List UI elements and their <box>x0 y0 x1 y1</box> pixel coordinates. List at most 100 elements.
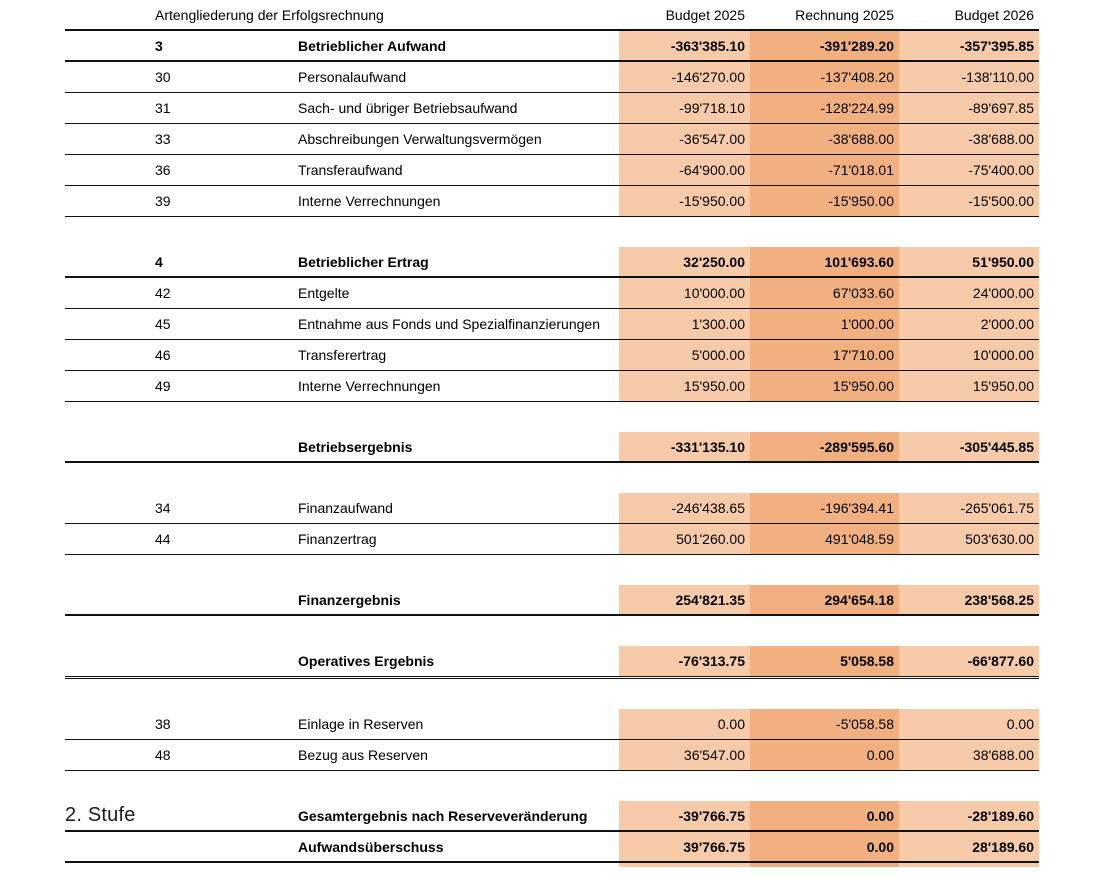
account-code: 36 <box>155 162 171 178</box>
value-cell-budget-2026: 0.00 <box>899 709 1039 739</box>
value-cell-budget-2025: 36'547.00 <box>619 740 750 770</box>
value-cell-rechnung-2025: -15'950.00 <box>750 186 899 216</box>
account-code: 33 <box>155 131 171 147</box>
account-label: Entgelte <box>298 285 350 301</box>
value-cell-rechnung-2025: 1'000.00 <box>750 309 899 339</box>
value-cell-budget-2025: 39'766.75 <box>619 832 750 861</box>
table-section: Gesamtergebnis nach Reserveveränderung -3… <box>65 801 1039 867</box>
account-code: 3 <box>155 37 163 54</box>
color-tail <box>65 863 1039 867</box>
account-code: 30 <box>155 69 171 85</box>
account-label: Finanzertrag <box>298 531 377 547</box>
table-row: Betriebsergebnis -331'135.10 -289'595.60 -3… <box>65 432 1039 463</box>
table-row: 36 Transferaufwand -64'900.00 -71'018.01 -75… <box>65 155 1039 186</box>
value-cell-budget-2026: 2'000.00 <box>899 309 1039 339</box>
column-header-budget-2026: Budget 2026 <box>954 6 1034 23</box>
value-cell-rechnung-2025: 101'693.60 <box>750 247 899 276</box>
value-cell-budget-2026: 238'568.25 <box>899 585 1039 614</box>
value-cell-budget-2026: -66'877.60 <box>899 646 1039 676</box>
table-section: Operatives Ergebnis -76'313.75 5'058.58 -66… <box>65 646 1039 679</box>
value-cell-rechnung-2025: -391'289.20 <box>750 31 899 60</box>
value-cell-rechnung-2025: 294'654.18 <box>750 585 899 614</box>
account-label: Betriebsergebnis <box>298 438 413 455</box>
account-code: 44 <box>155 531 171 547</box>
value-cell-budget-2025: 10'000.00 <box>619 278 750 308</box>
value-cell-budget-2025: 0.00 <box>619 709 750 739</box>
account-code: 31 <box>155 100 171 116</box>
table-row: Operatives Ergebnis -76'313.75 5'058.58 -66… <box>65 646 1039 679</box>
value-cell-rechnung-2025: -71'018.01 <box>750 155 899 185</box>
value-cell-rechnung-2025: 0.00 <box>750 801 899 830</box>
tail-cell-rechnung-2025 <box>750 863 899 867</box>
table-row: 45 Entnahme aus Fonds und Spezialfinanzie… <box>65 309 1039 340</box>
table-row: 34 Finanzaufwand -246'438.65 -196'394.41 -26… <box>65 493 1039 524</box>
value-cell-budget-2026: 51'950.00 <box>899 247 1039 276</box>
header-row: Artengliederung der Erfolgsrechnung Budg… <box>65 0 1039 31</box>
value-cell-rechnung-2025: -5'058.58 <box>750 709 899 739</box>
account-label: Transferertrag <box>298 347 387 363</box>
stufe-label: 2. Stufe <box>65 804 136 826</box>
value-cell-budget-2026: 24'000.00 <box>899 278 1039 308</box>
column-header-rechnung-2025: Rechnung 2025 <box>795 6 894 23</box>
value-cell-budget-2025: -39'766.75 <box>619 801 750 830</box>
value-cell-rechnung-2025: 17'710.00 <box>750 340 899 370</box>
table-row: 38 Einlage in Reserven 0.00 -5'058.58 0.00 <box>65 709 1039 740</box>
account-label: Einlage in Reserven <box>298 716 424 732</box>
table-row: 4 Betrieblicher Ertrag 32'250.00 101'693.60… <box>65 247 1039 278</box>
table-row: Finanzergebnis 254'821.35 294'654.18 238'56… <box>65 585 1039 616</box>
value-cell-budget-2026: 38'688.00 <box>899 740 1039 770</box>
table-row: 3 Betrieblicher Aufwand -363'385.10 -391'28… <box>65 31 1039 62</box>
table-title: Artengliederung der Erfolgsrechnung <box>155 6 384 23</box>
value-cell-budget-2026: 503'630.00 <box>899 524 1039 554</box>
value-cell-rechnung-2025: -196'394.41 <box>750 493 899 523</box>
table-section: Betriebsergebnis -331'135.10 -289'595.60 -3… <box>65 432 1039 463</box>
value-cell-rechnung-2025: 0.00 <box>750 740 899 770</box>
value-cell-budget-2026: -305'445.85 <box>899 432 1039 461</box>
value-cell-rechnung-2025: 5'058.58 <box>750 646 899 676</box>
account-code: 48 <box>155 747 171 763</box>
value-cell-rechnung-2025: -289'595.60 <box>750 432 899 461</box>
account-code: 4 <box>155 253 163 270</box>
value-cell-budget-2026: 10'000.00 <box>899 340 1039 370</box>
account-label: Abschreibungen Verwaltungsvermögen <box>298 131 542 147</box>
value-cell-rechnung-2025: -38'688.00 <box>750 124 899 154</box>
value-cell-budget-2026: -357'395.85 <box>899 31 1039 60</box>
tail-cell-budget-2025 <box>619 863 750 867</box>
value-cell-budget-2025: -331'135.10 <box>619 432 750 461</box>
account-label: Aufwandsüberschuss <box>298 838 444 855</box>
value-cell-budget-2025: -146'270.00 <box>619 62 750 92</box>
account-code: 49 <box>155 378 171 394</box>
table-section: 34 Finanzaufwand -246'438.65 -196'394.41 -26… <box>65 493 1039 555</box>
table-row: 39 Interne Verrechnungen -15'950.00 -15'950… <box>65 186 1039 217</box>
account-label: Betrieblicher Aufwand <box>298 37 447 54</box>
value-cell-budget-2025: 501'260.00 <box>619 524 750 554</box>
value-cell-rechnung-2025: 67'033.60 <box>750 278 899 308</box>
table-row: 46 Transferertrag 5'000.00 17'710.00 10'000.… <box>65 340 1039 371</box>
account-label: Entnahme aus Fonds und Spezialfinanzieru… <box>298 316 600 332</box>
table-row: 33 Abschreibungen Verwaltungsvermögen -36'… <box>65 124 1039 155</box>
value-cell-budget-2025: -15'950.00 <box>619 186 750 216</box>
table-section: 38 Einlage in Reserven 0.00 -5'058.58 0.00 48… <box>65 709 1039 771</box>
value-cell-budget-2025: -99'718.10 <box>619 93 750 123</box>
table-row: Gesamtergebnis nach Reserveveränderung -3… <box>65 801 1039 832</box>
table-row: 44 Finanzertrag 501'260.00 491'048.59 503'63… <box>65 524 1039 555</box>
value-cell-rechnung-2025: 0.00 <box>750 832 899 861</box>
value-cell-budget-2026: -38'688.00 <box>899 124 1039 154</box>
value-cell-budget-2025: -64'900.00 <box>619 155 750 185</box>
account-label: Betrieblicher Ertrag <box>298 253 429 270</box>
account-label: Bezug aus Reserven <box>298 747 428 763</box>
value-cell-budget-2025: -246'438.65 <box>619 493 750 523</box>
value-cell-budget-2025: -36'547.00 <box>619 124 750 154</box>
account-label: Operatives Ergebnis <box>298 653 435 669</box>
account-label: Finanzaufwand <box>298 500 393 516</box>
account-code: 46 <box>155 347 171 363</box>
account-code: 39 <box>155 193 171 209</box>
account-code: 34 <box>155 500 171 516</box>
value-cell-budget-2025: 32'250.00 <box>619 247 750 276</box>
value-cell-budget-2026: 15'950.00 <box>899 371 1039 401</box>
value-cell-budget-2025: 254'821.35 <box>619 585 750 614</box>
account-label: Gesamtergebnis nach Reserveveränderung <box>298 807 588 824</box>
table-body: 3 Betrieblicher Aufwand -363'385.10 -391'28… <box>65 31 1039 867</box>
account-label: Personalaufwand <box>298 69 407 85</box>
value-cell-budget-2025: -76'313.75 <box>619 646 750 676</box>
